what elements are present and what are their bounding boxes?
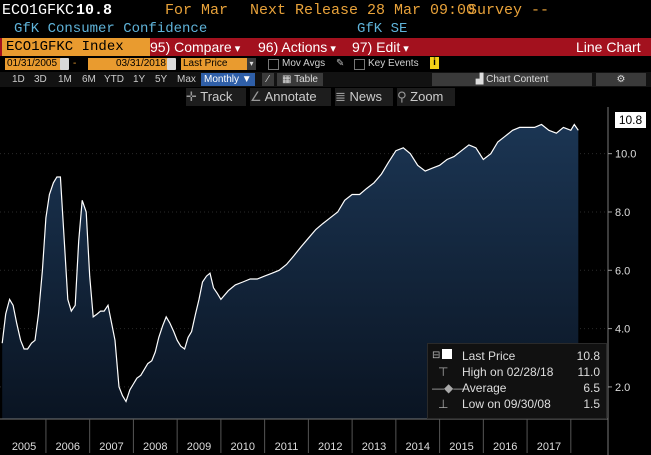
x-tick-label: 2013 <box>362 441 386 453</box>
chart-type-icon[interactable]: ⁄ <box>262 73 274 86</box>
chart-content-icon: ▟ <box>475 74 484 85</box>
y-tick-label: 2.0 <box>615 382 630 394</box>
pencil-icon[interactable]: ✎ <box>336 58 345 69</box>
x-tick-label: 2009 <box>187 441 211 453</box>
security-subheader: GfK Consumer Confidence GfK SE <box>0 20 651 38</box>
news-label: News <box>349 89 383 104</box>
x-tick-label: 2017 <box>537 441 561 453</box>
period-ytd[interactable]: YTD <box>104 74 124 85</box>
date-separator: - <box>73 58 77 69</box>
chevron-down-icon: ▼ <box>241 74 252 85</box>
period-1m[interactable]: 1M <box>58 74 72 85</box>
annotate-button[interactable]: ∠ Annotate <box>250 88 331 106</box>
y-tick-label: 6.0 <box>615 265 630 277</box>
period-1y[interactable]: 1Y <box>133 74 146 85</box>
series-line <box>1 123 579 403</box>
field-select[interactable]: Last Price <box>181 58 247 70</box>
frequency-label: Monthly <box>204 74 240 85</box>
x-axis-ticks: 2005 2006 2007 2008 2009 2010 2011 2012 2013 2014… <box>12 419 572 453</box>
legend-high-label: High on 02/28/18 <box>462 365 554 379</box>
news-icon: ≣ <box>335 89 346 104</box>
chart-content-button[interactable]: ▟ Chart Content <box>432 73 592 86</box>
mov-avgs-checkbox[interactable] <box>268 59 279 70</box>
x-tick-label: 2015 <box>449 441 473 453</box>
news-button[interactable]: ≣ News <box>335 88 393 106</box>
edit-button[interactable]: 97) Edit <box>352 38 409 56</box>
end-date-field[interactable]: 03/31/2018 <box>88 58 168 70</box>
legend-low-label: Low on 09/30/08 <box>462 397 551 411</box>
survey-label: Survey -- <box>468 2 550 19</box>
view-title: Line Chart <box>576 39 641 55</box>
zoom-label: Zoom <box>410 89 444 104</box>
compare-button[interactable]: 95) Compare <box>150 38 240 56</box>
x-tick-label: 2012 <box>318 441 342 453</box>
mov-avgs-label: Mov Avgs <box>282 58 326 69</box>
x-tick-label: 2006 <box>56 441 80 453</box>
x-tick-label: 2011 <box>275 441 299 453</box>
gear-icon[interactable]: ⚙ <box>596 73 646 86</box>
date-range-bar: 01/31/2005 - 03/31/2018 Last Price ▾ Mov… <box>0 56 651 72</box>
period-1d[interactable]: 1D <box>12 74 25 85</box>
start-date-field[interactable]: 01/31/2005 <box>5 58 61 70</box>
period-6m[interactable]: 6M <box>82 74 96 85</box>
source-name: GfK SE <box>357 21 408 37</box>
y-axis-ticks: 2.0 4.0 6.0 8.0 10.0 <box>608 149 636 394</box>
calendar-icon[interactable] <box>167 58 176 70</box>
key-events-checkbox[interactable] <box>354 59 365 70</box>
chart-legend: ⊟ Last Price 10.8 ⊤ High on 02/28/18 11.… <box>427 343 607 419</box>
table-icon: ▦ <box>282 74 292 85</box>
high-marker-icon: ⊤ <box>438 365 449 379</box>
security-header: ECO1GFKC 10.8 For Mar Next Release 28 Ma… <box>0 0 651 20</box>
current-value: 10.8 <box>76 2 113 19</box>
key-events-label: Key Events <box>368 58 419 69</box>
x-tick-label: 2005 <box>12 441 36 453</box>
table-button[interactable]: ▦ Table <box>277 73 323 86</box>
zoom-button[interactable]: ⚲ Zoom <box>397 88 455 106</box>
info-icon[interactable]: i <box>430 57 439 69</box>
calendar-icon[interactable] <box>60 58 69 70</box>
x-tick-label: 2016 <box>493 441 517 453</box>
chart-content-label: Chart Content <box>486 74 549 85</box>
period-label: For Mar <box>165 2 229 19</box>
last-price-marker: 10.8 <box>615 112 646 128</box>
track-button[interactable]: ✛ Track <box>186 88 246 106</box>
legend-last-price-value: 10.8 <box>576 349 600 363</box>
legend-average-label: Average <box>462 381 507 395</box>
crosshair-icon: ✛ <box>186 89 197 104</box>
zoom-icon: ⚲ <box>397 89 407 104</box>
table-label: Table <box>294 74 318 85</box>
annotate-icon: ∠ <box>250 89 262 104</box>
y-tick-label: 8.0 <box>615 207 630 219</box>
function-toolbar: ECO1GFKC Index 95) Compare 96) Actions 9… <box>0 38 651 56</box>
x-tick-label: 2007 <box>99 441 123 453</box>
period-max[interactable]: Max <box>177 74 196 85</box>
frequency-select[interactable]: Monthly ▼ <box>201 73 255 86</box>
annotate-label: Annotate <box>264 89 317 104</box>
next-release-label: Next Release 28 Mar 09:00 <box>250 2 476 19</box>
period-5y[interactable]: 5Y <box>155 74 168 85</box>
y-tick-label: 10.0 <box>615 149 636 161</box>
x-tick-label: 2014 <box>405 441 429 453</box>
track-label: Track <box>200 89 233 104</box>
legend-low-value: 1.5 <box>583 397 600 411</box>
period-bar: 1D 3D 1M 6M YTD 1Y 5Y Max Monthly ▼ ⁄ ▦ … <box>0 72 651 87</box>
x-tick-label: 2010 <box>231 441 255 453</box>
chart-tools: ✛ Track ∠ Annotate ≣ News ⚲ Zoom <box>0 87 651 107</box>
chevron-down-icon[interactable]: ▾ <box>247 58 256 70</box>
low-marker-icon: ⊥ <box>438 397 449 411</box>
legend-last-price-label: Last Price <box>462 349 516 363</box>
ticker-label: ECO1GFKC <box>2 2 75 19</box>
series-swatch-icon: ⊟ <box>432 349 458 364</box>
period-3d[interactable]: 3D <box>34 74 47 85</box>
legend-average-value: 6.5 <box>583 381 600 395</box>
x-tick-label: 2008 <box>143 441 167 453</box>
actions-button[interactable]: 96) Actions <box>258 38 336 56</box>
y-tick-label: 4.0 <box>615 324 630 336</box>
security-input[interactable]: ECO1GFKC Index <box>2 38 150 56</box>
indicator-name: GfK Consumer Confidence <box>14 21 208 37</box>
legend-high-value: 11.0 <box>577 365 600 379</box>
average-marker-icon: —◆— <box>432 381 466 395</box>
